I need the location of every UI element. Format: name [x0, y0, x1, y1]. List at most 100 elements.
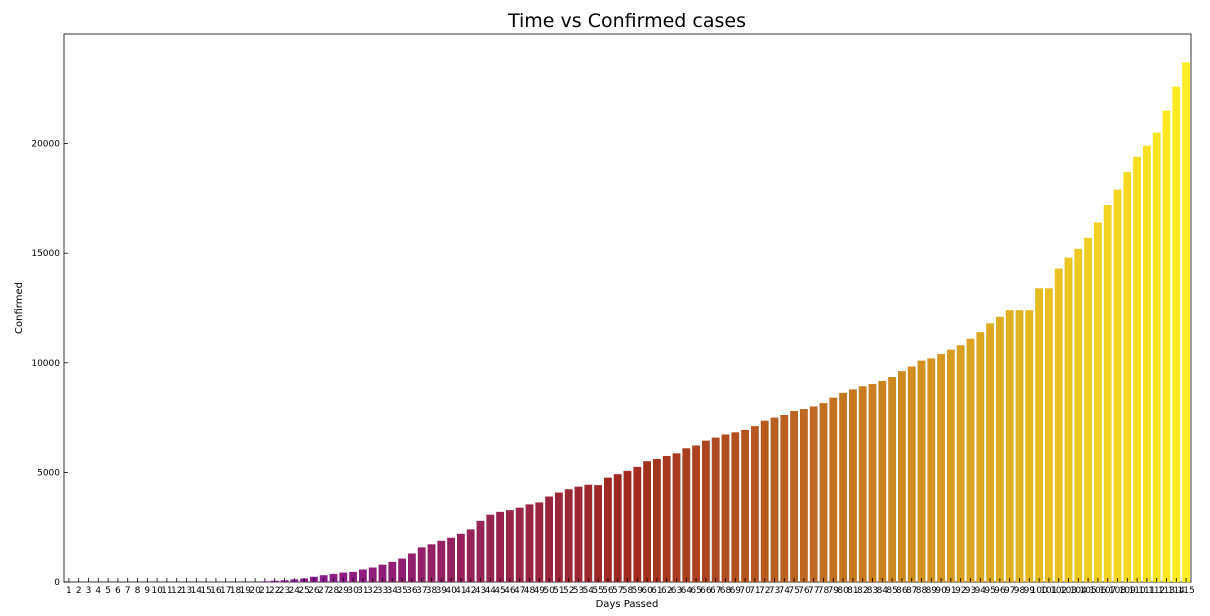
x-tick-label: 92 [955, 586, 966, 596]
x-tick-label: 13 [181, 586, 192, 596]
bar-day-60 [643, 461, 652, 582]
x-tick-label: 34 [387, 586, 399, 596]
bar-day-109 [1123, 172, 1132, 582]
x-tick-label: 24 [289, 586, 301, 596]
x-tick-label: 7 [125, 586, 131, 596]
bar-day-78 [819, 403, 828, 582]
bar-day-71 [750, 426, 759, 582]
x-tick-label: 71 [749, 586, 760, 596]
bar-day-66 [701, 440, 710, 582]
x-tick-label: 101 [1040, 586, 1057, 596]
x-tick-label: 9 [144, 586, 150, 596]
bar-day-100 [1035, 288, 1044, 582]
x-tick-label: 29 [338, 586, 350, 596]
x-tick-label: 55 [592, 586, 603, 596]
bar-day-79 [829, 397, 838, 582]
x-tick-label: 20 [249, 586, 261, 596]
bar-day-56 [603, 477, 612, 582]
bar-day-74 [780, 414, 789, 582]
x-tick-label: 35 [396, 586, 407, 596]
bar-day-53 [574, 486, 583, 582]
bar-day-45 [496, 511, 505, 582]
bar-day-93 [966, 338, 975, 582]
x-tick-label: 15 [200, 586, 211, 596]
y-tick-label: 5000 [37, 468, 60, 478]
x-tick-label: 11 [161, 586, 172, 596]
bars-group [260, 62, 1191, 583]
x-tick-label: 91 [945, 586, 956, 596]
x-tick-label: 88 [916, 586, 928, 596]
x-tick-label: 85 [886, 586, 897, 596]
bar-day-92 [956, 345, 965, 582]
bar-day-64 [682, 448, 691, 582]
x-tick-label: 104 [1070, 586, 1087, 596]
x-tick-label: 112 [1148, 586, 1165, 596]
x-tick-label: 57 [612, 586, 623, 596]
bar-day-98 [1015, 310, 1024, 582]
x-tick-label: 3 [86, 586, 92, 596]
x-axis-label: Days Passed [596, 599, 659, 610]
x-tick-label: 89 [926, 586, 938, 596]
y-axis-label: Confirmed [14, 282, 25, 334]
bar-day-77 [809, 406, 818, 582]
x-tick-label: 38 [426, 586, 438, 596]
bar-day-108 [1113, 189, 1122, 582]
x-tick-label: 22 [269, 586, 280, 596]
bar-day-28 [329, 573, 338, 582]
x-tick-label: 54 [583, 586, 595, 596]
x-axis-ticks: 1 2 3 4 5 6 7 8 9 1011121314151617181920212223242… [66, 578, 1195, 596]
x-tick-label: 79 [828, 586, 840, 596]
bar-day-37 [417, 547, 426, 582]
x-tick-label: 82 [857, 586, 868, 596]
bar-day-38 [427, 544, 436, 582]
bar-day-52 [564, 489, 573, 582]
x-tick-label: 90 [935, 586, 947, 596]
x-tick-label: 40 [445, 586, 457, 596]
x-tick-label: 103 [1060, 586, 1077, 596]
x-tick-label: 1 [66, 586, 72, 596]
x-tick-label: 18 [230, 586, 242, 596]
x-tick-label: 12 [171, 586, 182, 596]
bar-day-50 [545, 496, 554, 582]
x-tick-label: 73 [769, 586, 780, 596]
bar-day-29 [339, 572, 348, 582]
bar-day-39 [437, 540, 446, 582]
bar-day-82 [858, 386, 867, 582]
bar-day-110 [1133, 156, 1142, 582]
x-tick-label: 39 [436, 586, 448, 596]
x-tick-label: 58 [622, 586, 634, 596]
bar-day-105 [1084, 237, 1093, 583]
x-tick-label: 106 [1089, 586, 1106, 596]
x-tick-label: 6 [115, 586, 121, 596]
x-tick-label: 25 [298, 586, 309, 596]
bar-day-62 [662, 455, 671, 582]
x-tick-label: 72 [759, 586, 770, 596]
bar-day-44 [486, 514, 495, 582]
x-tick-label: 108 [1109, 586, 1126, 596]
x-tick-label: 8 [135, 586, 141, 596]
bar-day-83 [868, 384, 877, 582]
x-tick-label: 64 [681, 586, 693, 596]
x-tick-label: 66 [700, 586, 712, 596]
x-tick-label: 53 [573, 586, 584, 596]
bar-day-91 [946, 349, 955, 582]
y-tick-label: 20000 [31, 140, 60, 150]
x-tick-label: 46 [504, 586, 516, 596]
y-tick-label: 0 [54, 578, 60, 588]
chart-title: Time vs Confirmed cases [507, 10, 746, 32]
bar-day-99 [1025, 310, 1034, 582]
x-tick-label: 28 [328, 586, 340, 596]
x-tick-label: 69 [730, 586, 742, 596]
bar-day-47 [515, 507, 524, 582]
x-tick-label: 16 [210, 586, 222, 596]
bar-day-70 [741, 429, 750, 582]
bar-day-54 [584, 484, 593, 582]
x-tick-label: 56 [602, 586, 614, 596]
bar-day-42 [466, 529, 475, 582]
x-tick-label: 41 [455, 586, 466, 596]
x-tick-label: 80 [837, 586, 849, 596]
bar-day-69 [731, 432, 740, 582]
x-tick-label: 62 [661, 586, 672, 596]
x-tick-label: 31 [357, 586, 368, 596]
